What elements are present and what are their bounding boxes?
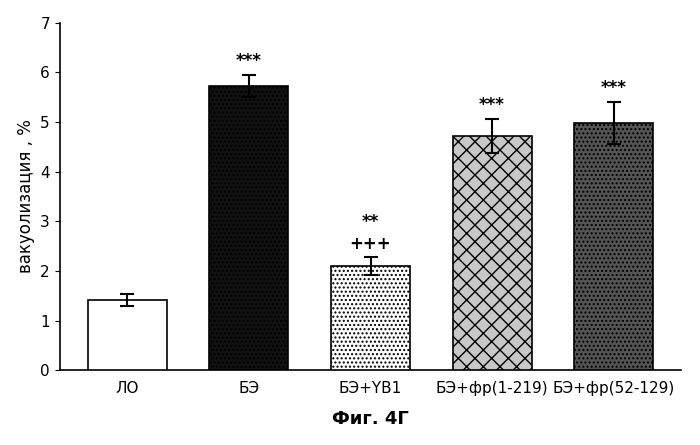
- Bar: [209, 86, 288, 370]
- Text: ***: ***: [601, 79, 626, 97]
- X-axis label: Фиг. 4Г: Фиг. 4Г: [332, 410, 409, 429]
- Text: +++: +++: [350, 235, 391, 253]
- Bar: [574, 123, 653, 370]
- Bar: [331, 266, 410, 370]
- Bar: [453, 136, 531, 370]
- Text: ***: ***: [236, 53, 262, 70]
- Text: ***: ***: [479, 96, 505, 113]
- Y-axis label: вакуолизация , %: вакуолизация , %: [17, 120, 35, 273]
- Bar: [88, 300, 167, 370]
- Text: **: **: [362, 213, 379, 231]
